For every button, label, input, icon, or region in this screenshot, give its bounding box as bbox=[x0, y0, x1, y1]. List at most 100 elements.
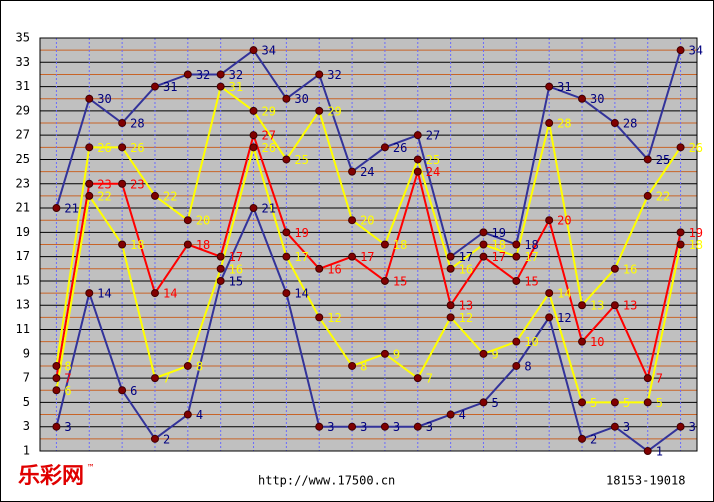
data-label: 16 bbox=[327, 262, 341, 276]
point bbox=[183, 361, 192, 370]
data-label: 17 bbox=[459, 250, 473, 264]
point bbox=[446, 301, 455, 310]
point bbox=[183, 240, 192, 249]
point bbox=[380, 276, 389, 285]
y-tick-label: 25 bbox=[16, 152, 30, 166]
y-tick-label: 29 bbox=[16, 103, 30, 117]
point bbox=[85, 94, 94, 103]
series-line bbox=[55, 48, 682, 259]
point bbox=[545, 313, 554, 322]
point bbox=[413, 167, 422, 176]
point bbox=[348, 216, 357, 225]
issue-range: 18153-19018 bbox=[606, 474, 685, 488]
data-label: 10 bbox=[590, 335, 604, 349]
data-label: 29 bbox=[262, 104, 276, 118]
y-tick-label: 11 bbox=[16, 322, 30, 336]
data-label: 22 bbox=[97, 189, 111, 203]
data-label: 8 bbox=[360, 359, 367, 373]
point bbox=[315, 70, 324, 79]
data-label: 17 bbox=[360, 250, 374, 264]
point bbox=[118, 386, 127, 395]
data-label: 26 bbox=[262, 141, 276, 155]
data-label: 25 bbox=[294, 153, 308, 167]
point bbox=[643, 191, 652, 200]
data-label: 3 bbox=[426, 420, 433, 434]
point bbox=[643, 374, 652, 383]
point bbox=[512, 240, 521, 249]
y-tick-label: 9 bbox=[23, 346, 30, 360]
point bbox=[643, 155, 652, 164]
data-label: 26 bbox=[130, 141, 144, 155]
point bbox=[676, 240, 685, 249]
data-label: 9 bbox=[393, 347, 400, 361]
point bbox=[380, 240, 389, 249]
point bbox=[216, 276, 225, 285]
point bbox=[512, 337, 521, 346]
point bbox=[150, 82, 159, 91]
logo: 乐彩网 bbox=[18, 464, 84, 489]
data-label: 24 bbox=[426, 165, 440, 179]
point bbox=[676, 228, 685, 237]
data-label: 8 bbox=[64, 359, 71, 373]
data-label: 22 bbox=[656, 189, 670, 203]
data-label: 29 bbox=[327, 104, 341, 118]
data-label: 21 bbox=[64, 202, 78, 216]
point bbox=[52, 386, 61, 395]
data-label: 14 bbox=[163, 287, 177, 301]
point bbox=[315, 313, 324, 322]
point bbox=[183, 410, 192, 419]
data-label: 17 bbox=[524, 250, 538, 264]
data-label: 3 bbox=[360, 420, 367, 434]
point bbox=[52, 204, 61, 213]
series-line bbox=[55, 205, 682, 453]
data-label: 13 bbox=[459, 299, 473, 313]
y-tick-label: 17 bbox=[16, 249, 30, 263]
point bbox=[282, 94, 291, 103]
data-label: 23 bbox=[130, 177, 144, 191]
point bbox=[85, 191, 94, 200]
point bbox=[348, 252, 357, 261]
data-label: 3 bbox=[64, 420, 71, 434]
data-label: 4 bbox=[196, 408, 203, 422]
y-tick-label: 21 bbox=[16, 201, 30, 215]
point bbox=[610, 422, 619, 431]
data-label: 13 bbox=[590, 299, 604, 313]
point bbox=[578, 398, 587, 407]
data-label: 16 bbox=[459, 262, 473, 276]
data-label: 18 bbox=[130, 238, 144, 252]
point bbox=[643, 447, 652, 455]
point bbox=[479, 240, 488, 249]
point bbox=[348, 422, 357, 431]
data-label: 30 bbox=[97, 92, 111, 106]
point bbox=[348, 167, 357, 176]
data-label: 12 bbox=[459, 311, 473, 325]
data-label: 5 bbox=[623, 396, 630, 410]
point bbox=[216, 264, 225, 273]
data-label: 15 bbox=[524, 274, 538, 288]
point bbox=[315, 106, 324, 115]
point bbox=[610, 264, 619, 273]
point bbox=[216, 82, 225, 91]
data-label: 28 bbox=[623, 117, 637, 131]
point bbox=[578, 301, 587, 310]
point bbox=[512, 276, 521, 285]
data-label: 8 bbox=[196, 359, 203, 373]
data-label: 7 bbox=[426, 372, 433, 386]
point bbox=[118, 179, 127, 188]
point bbox=[578, 94, 587, 103]
data-label: 23 bbox=[97, 177, 111, 191]
point bbox=[676, 422, 685, 431]
data-label: 9 bbox=[491, 347, 498, 361]
point bbox=[578, 434, 587, 443]
point bbox=[348, 361, 357, 370]
point bbox=[446, 410, 455, 419]
data-label: 19 bbox=[689, 226, 703, 240]
data-label: 13 bbox=[623, 299, 637, 313]
data-label: 31 bbox=[229, 80, 243, 94]
point bbox=[578, 337, 587, 346]
point bbox=[52, 422, 61, 431]
data-label: 32 bbox=[327, 68, 341, 82]
y-tick-label: 35 bbox=[16, 31, 30, 45]
point bbox=[380, 143, 389, 152]
point bbox=[249, 204, 258, 213]
